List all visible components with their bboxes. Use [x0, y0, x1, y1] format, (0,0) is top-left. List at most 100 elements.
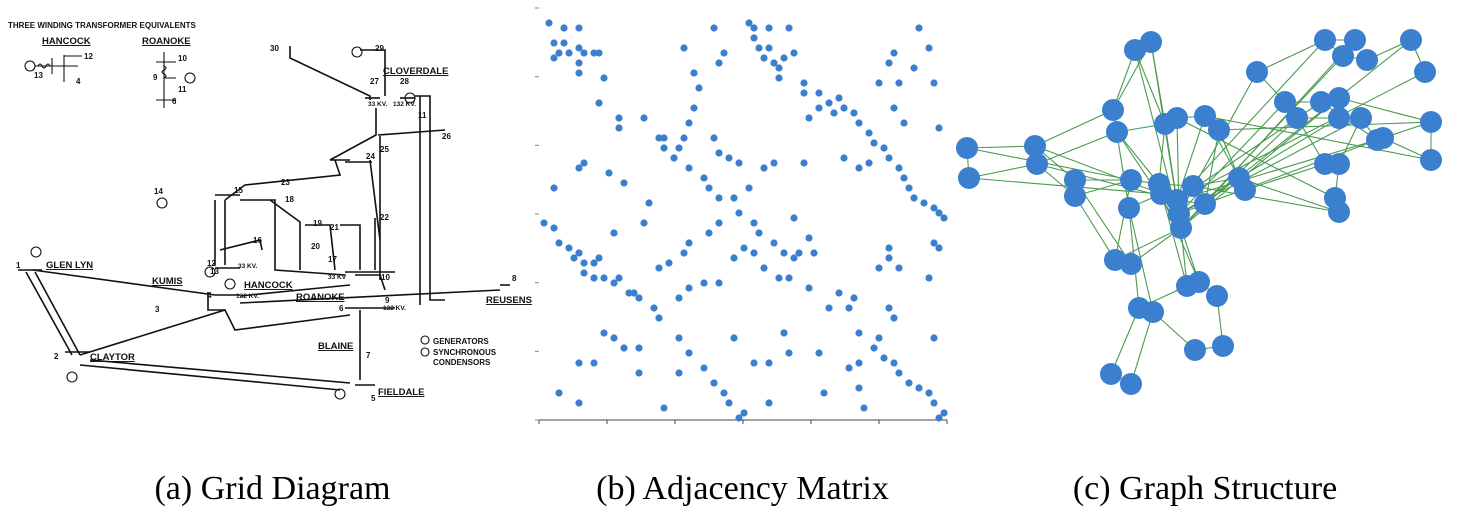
equivalent-hancock-label: HANCOCK [42, 36, 91, 47]
matrix-dot [785, 274, 793, 282]
matrix-dot [710, 24, 718, 32]
transformer-legend-title: THREE WINDING TRANSFORMER EQUIVALENTS [8, 21, 197, 30]
matrix-dot [735, 209, 743, 217]
graph-edge [1176, 39, 1326, 201]
matrix-dot [765, 24, 773, 32]
matrix-dot [615, 114, 623, 122]
matrix-dot [540, 219, 548, 227]
matrix-dot [575, 249, 583, 257]
matrix-dot [715, 149, 723, 157]
graph-node [1166, 107, 1188, 129]
matrix-dot [885, 304, 893, 312]
eq-roanoke-bus-9: 9 [153, 73, 158, 82]
matrix-dot [570, 254, 578, 262]
bus-number-19: 19 [313, 219, 322, 228]
equivalent-roanoke-label: ROANOKE [142, 36, 191, 47]
graph-node [1170, 217, 1192, 239]
eq-roanoke-bus-11: 11 [178, 85, 187, 94]
matrix-dot [675, 334, 683, 342]
matrix-dot [750, 219, 758, 227]
caption-grid-diagram: (a) Grid Diagram [154, 470, 391, 507]
station-blaine: BLAINE [318, 341, 353, 352]
matrix-dot [815, 89, 823, 97]
graph-node [1310, 91, 1332, 113]
matrix-dot [770, 59, 778, 67]
matrix-dot [755, 44, 763, 52]
graph-edge [1074, 195, 1116, 261]
matrix-dot [855, 384, 863, 392]
matrix-dot [575, 399, 583, 407]
matrix-dot [730, 194, 738, 202]
matrix-dot [705, 184, 713, 192]
graph-edge [1176, 117, 1336, 199]
matrix-dot [550, 39, 558, 47]
graph-node [1274, 91, 1296, 113]
bus-number-26: 26 [442, 132, 451, 141]
matrix-dot [775, 74, 783, 82]
bus-number-12: 12 [207, 259, 216, 268]
matrix-dot [785, 349, 793, 357]
matrix-dot [575, 44, 583, 52]
eq-roanoke-bus-6: 6 [172, 97, 177, 106]
matrix-dot [795, 249, 803, 257]
matrix-dot [840, 104, 848, 112]
matrix-dot [610, 229, 618, 237]
matrix-dot [780, 329, 788, 337]
matrix-dot [915, 384, 923, 392]
matrix-dot [555, 389, 563, 397]
matrix-dot [600, 74, 608, 82]
matrix-dot [825, 99, 833, 107]
matrix-dot [565, 49, 573, 57]
matrix-dot [875, 264, 883, 272]
graph-node [1344, 29, 1366, 51]
eq-roanoke-bus-10: 10 [178, 54, 187, 63]
station-reusens: REUSENS [486, 295, 532, 306]
matrix-dot [775, 274, 783, 282]
matrix-dot [760, 54, 768, 62]
graph-edge [1116, 131, 1160, 185]
graph-node [1400, 29, 1422, 51]
matrix-dot [725, 399, 733, 407]
graph-edge [1176, 137, 1384, 201]
matrix-dot [890, 104, 898, 112]
matrix-dot [790, 49, 798, 57]
matrix-dot [685, 239, 693, 247]
matrix-dot [575, 24, 583, 32]
graph-edge [1244, 163, 1326, 191]
matrix-dot [745, 184, 753, 192]
matrix-dot [900, 119, 908, 127]
graph-node [1188, 271, 1210, 293]
matrix-dot [575, 69, 583, 77]
bus-number-13: 13 [210, 267, 219, 276]
matrix-dot [915, 24, 923, 32]
graph-node [1194, 105, 1216, 127]
matrix-dot [835, 289, 843, 297]
graph-node [958, 167, 980, 189]
matrix-dot [655, 264, 663, 272]
matrix-dot [805, 284, 813, 292]
matrix-dot [750, 34, 758, 42]
bus-number-22: 22 [380, 213, 389, 222]
graph-node [1414, 61, 1436, 83]
matrix-dot [895, 369, 903, 377]
matrix-dot [785, 24, 793, 32]
graph-node [1356, 49, 1378, 71]
matrix-dot [800, 89, 808, 97]
matrix-dot [545, 19, 553, 27]
matrix-dot [685, 284, 693, 292]
graph-node [1120, 373, 1142, 395]
matrix-dot [660, 404, 668, 412]
matrix-dot [845, 364, 853, 372]
matrix-dot [805, 234, 813, 242]
graph-node [1118, 197, 1140, 219]
graph-edge [966, 145, 1036, 149]
matrix-dot [590, 49, 598, 57]
matrix-dot [680, 44, 688, 52]
bus-number-25: 25 [380, 145, 389, 154]
bus-number-18: 18 [285, 195, 294, 204]
matrix-dot [930, 79, 938, 87]
matrix-dot [675, 294, 683, 302]
matrix-dot [890, 359, 898, 367]
graph-node [956, 137, 978, 159]
graph-nodes [956, 29, 1442, 395]
